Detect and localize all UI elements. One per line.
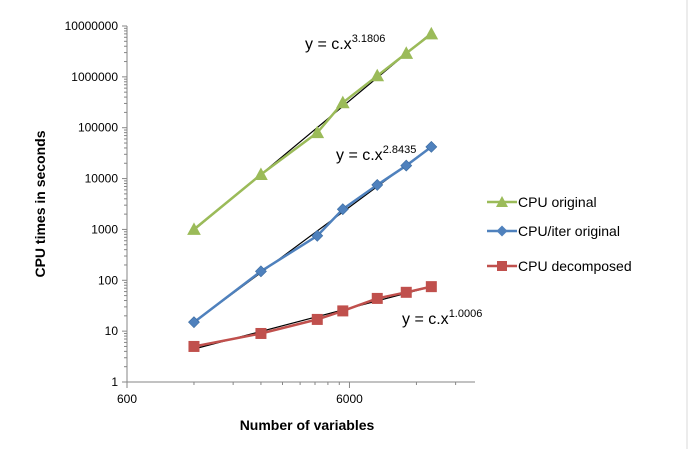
y-tick-label: 10000: [85, 172, 119, 186]
legend-label: CPU/iter original: [518, 223, 620, 239]
y-tick-label: 10: [105, 324, 119, 338]
legend-item-2: CPU decomposed: [487, 258, 632, 274]
legend-label: CPU decomposed: [518, 258, 632, 274]
point-marker: [255, 327, 267, 339]
point-marker: [337, 305, 349, 317]
point-marker: [425, 140, 438, 153]
y-tick-label: 1000: [91, 222, 118, 236]
legend-item-1: CPU/iter original: [487, 223, 620, 239]
point-marker: [371, 292, 383, 304]
legend-item-0: CPU original: [487, 194, 597, 210]
point-marker: [370, 68, 385, 82]
point-marker: [188, 340, 200, 352]
point-marker: [424, 26, 439, 40]
point-marker: [335, 95, 350, 109]
y-axis-title: CPU times in seconds: [32, 130, 48, 277]
point-marker: [425, 281, 437, 293]
y-tick-label: 100: [98, 273, 118, 287]
trendline-equation-1: y = c.x2.8435: [336, 144, 416, 164]
x-axis-title: Number of variables: [240, 417, 375, 433]
legend-marker: [497, 261, 507, 271]
legend-label: CPU original: [518, 194, 597, 210]
y-tick-label: 100000: [78, 121, 118, 135]
trendline-equation-0: y = c.x3.1806: [305, 33, 385, 53]
legend-marker: [496, 196, 508, 207]
y-tick-label: 1000000: [71, 70, 118, 84]
point-marker: [254, 167, 268, 181]
x-tick-label: 600: [117, 392, 137, 406]
point-marker: [188, 316, 200, 329]
legend-marker: [496, 225, 508, 237]
x-tick-label: 6000: [336, 392, 363, 406]
y-tick-label: 1: [111, 375, 118, 389]
point-marker: [187, 222, 201, 235]
point-marker: [400, 159, 413, 172]
point-marker: [311, 229, 324, 242]
point-marker: [400, 286, 412, 298]
point-marker: [336, 203, 349, 216]
point-marker: [310, 125, 325, 139]
trendline-equation-2: y = c.x1.0006: [402, 308, 482, 328]
point-marker: [255, 265, 267, 278]
point-marker: [311, 313, 323, 325]
point-marker: [399, 46, 414, 59]
point-marker: [371, 179, 384, 191]
y-tick-label: 10000000: [65, 19, 119, 33]
